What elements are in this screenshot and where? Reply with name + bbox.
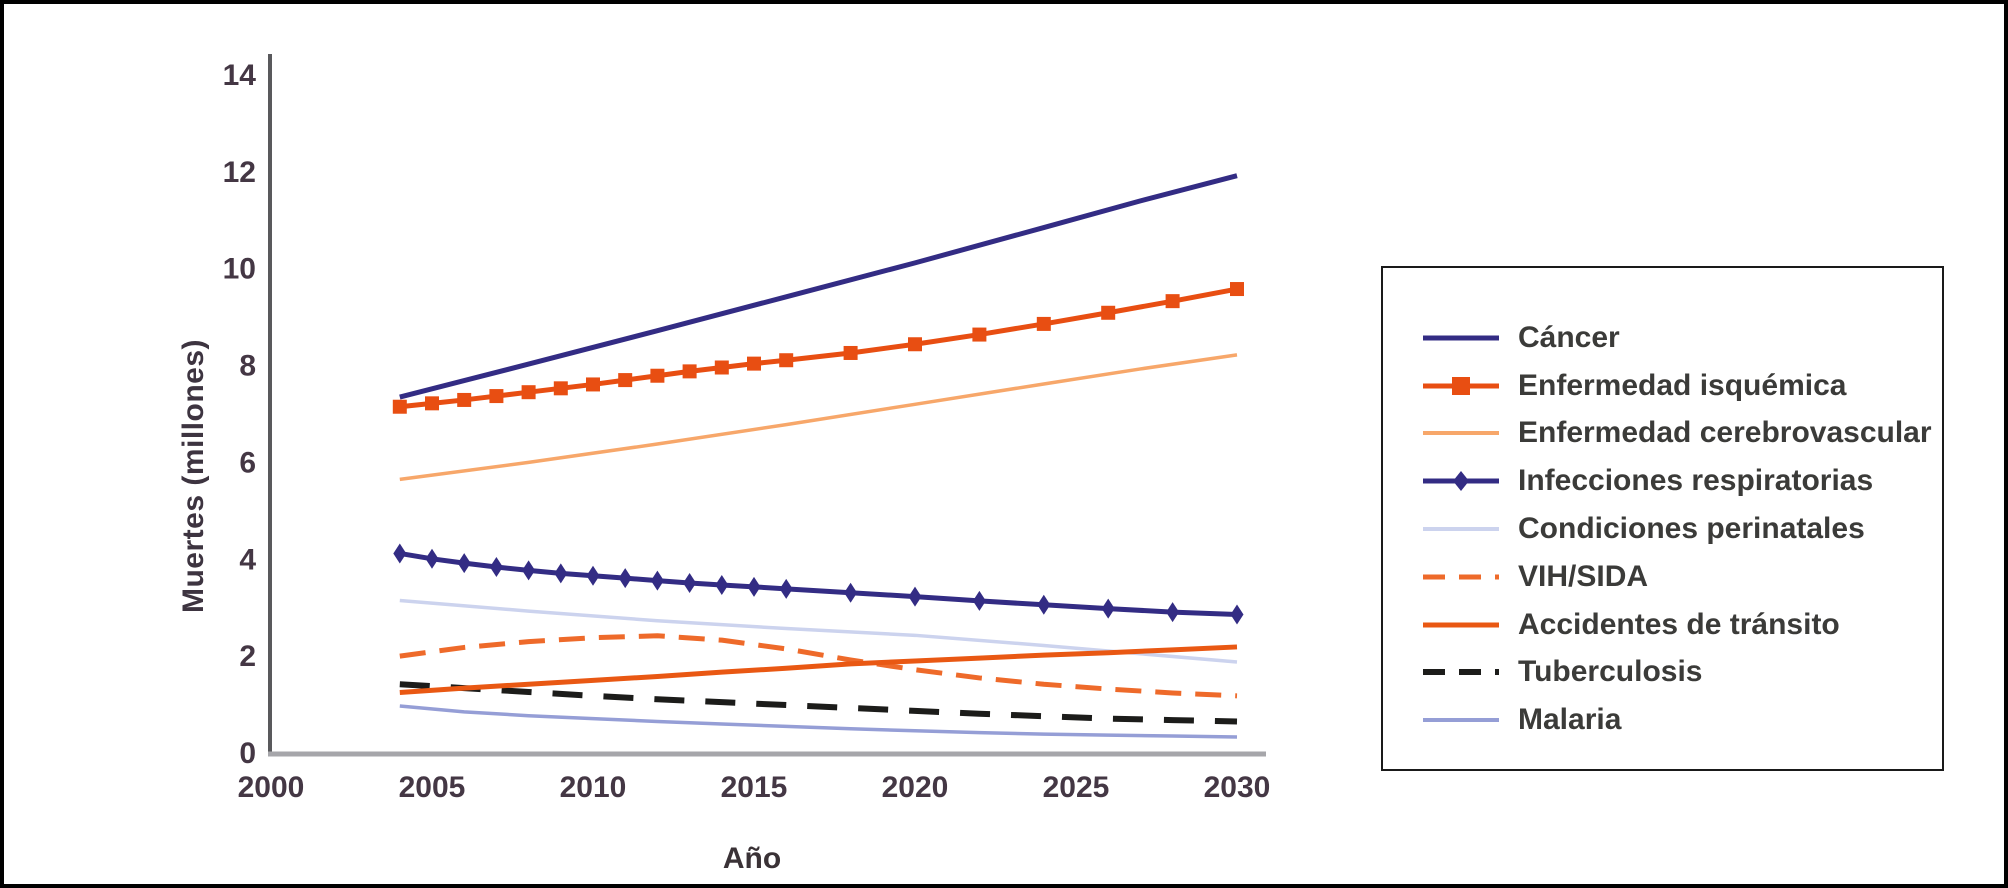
x-tick-label-2000: 2000 (238, 771, 305, 804)
accidentes-de-transito-line-icon (1423, 622, 1499, 628)
series-marker-enfermedad-isquemica (714, 360, 729, 375)
x-tick-label-2020: 2020 (882, 771, 949, 804)
series-marker-infecciones-respiratorias (586, 565, 600, 586)
series-marker-enfermedad-isquemica (425, 396, 439, 411)
series-marker-enfermedad-isquemica (521, 385, 536, 400)
enfermedad-isquemica-line-icon (1423, 376, 1499, 395)
x-tick-label-2025: 2025 (1043, 771, 1110, 804)
series-marker-enfermedad-isquemica (457, 392, 472, 407)
series-marker-infecciones-respiratorias (457, 553, 471, 574)
legend-item-accidentes-de-transito: Accidentes de tránsito (1383, 601, 1942, 649)
series-marker-enfermedad-isquemica (650, 368, 665, 383)
legend-label: Malaria (1518, 703, 1622, 737)
legend-label: Tuberculosis (1518, 655, 1703, 689)
y-tick-label-0: 0 (239, 737, 256, 770)
series-marker-enfermedad-isquemica (1165, 294, 1180, 309)
series-marker-enfermedad-isquemica (489, 389, 504, 404)
series-marker-infecciones-respiratorias (1230, 604, 1244, 625)
malaria-line-icon (1423, 718, 1499, 723)
series-marker-infecciones-respiratorias (972, 590, 986, 611)
y-tick-label-8: 8 (239, 350, 256, 383)
y-tick-label-14: 14 (223, 59, 257, 92)
legend-item-cancer: Cáncer (1383, 314, 1942, 362)
legend-label: Enfermedad isquémica (1518, 368, 1847, 402)
series-marker-infecciones-respiratorias (393, 543, 407, 564)
x-tick-label-2015: 2015 (721, 771, 788, 804)
y-tick-label-6: 6 (239, 446, 256, 479)
series-marker-infecciones-respiratorias (715, 574, 729, 595)
series-marker-enfermedad-isquemica (1036, 316, 1051, 331)
legend-label: Condiciones perinatales (1518, 512, 1865, 546)
series-marker-infecciones-respiratorias (1166, 602, 1180, 623)
legend-label: Enfermedad cerebrovascular (1518, 416, 1932, 450)
series-marker-enfermedad-isquemica (618, 373, 633, 388)
series-marker-infecciones-respiratorias (489, 557, 503, 578)
series-marker-enfermedad-isquemica (779, 353, 794, 368)
series-marker-infecciones-respiratorias (779, 578, 793, 599)
legend-item-enfermedad-isquemica: Enfermedad isquémica (1383, 362, 1942, 410)
enfermedad-cerebrovascular-line-icon (1423, 431, 1499, 436)
legend-item-vih-sida: VIH/SIDA (1383, 553, 1942, 601)
series-marker-enfermedad-isquemica (1230, 282, 1244, 297)
legend-item-enfermedad-cerebrovascular: Enfermedad cerebrovascular (1383, 410, 1942, 458)
y-axis-title: Muertes (millones) (177, 338, 210, 614)
series-marker-enfermedad-isquemica (682, 364, 697, 379)
series-marker-enfermedad-isquemica (747, 356, 761, 371)
series-marker-infecciones-respiratorias (650, 570, 664, 591)
legend-label: VIH/SIDA (1518, 559, 1649, 593)
series-marker-infecciones-respiratorias (425, 548, 439, 569)
series-line-tuberculosis (399, 681, 1238, 725)
infecciones-respiratorias-line-icon (1423, 471, 1499, 492)
series-marker-infecciones-respiratorias (618, 568, 632, 589)
series-line-vih-sida (399, 633, 1238, 699)
x-tick-label-2005: 2005 (399, 771, 466, 804)
series-marker-enfermedad-isquemica (586, 377, 600, 392)
condiciones-perinatales-line-icon (1423, 527, 1499, 532)
legend-label: Cáncer (1518, 320, 1620, 354)
series-marker-infecciones-respiratorias (747, 576, 761, 597)
x-tick-label-2030: 2030 (1204, 771, 1271, 804)
x-tick-label-2010: 2010 (560, 771, 627, 804)
y-tick-label-4: 4 (239, 543, 256, 576)
series-marker-enfermedad-isquemica (1101, 305, 1116, 320)
series-marker-enfermedad-isquemica (843, 345, 858, 360)
legend-label: Infecciones respiratorias (1518, 464, 1874, 498)
legend-item-condiciones-perinatales: Condiciones perinatales (1383, 505, 1942, 553)
legend-item-tuberculosis: Tuberculosis (1383, 649, 1942, 697)
series-marker-enfermedad-isquemica (972, 327, 987, 342)
series-marker-infecciones-respiratorias (908, 586, 922, 607)
series-line-malaria (399, 704, 1238, 739)
chart-canvas: 0 2 4 6 8 10 12 14 2000 2005 2010 2015 2020 2025 2030 (223, 54, 1271, 804)
series-marker-enfermedad-isquemica (553, 381, 568, 396)
series-line-cancer (399, 173, 1238, 400)
legend: Cáncer Enfermedad isquémica Enfermedad cer… (1381, 266, 1944, 771)
series-marker-infecciones-respiratorias (1037, 594, 1051, 615)
legend-label: Accidentes de tránsito (1518, 607, 1840, 641)
series-marker-infecciones-respiratorias (683, 573, 697, 594)
y-tick-label-2: 2 (239, 640, 256, 673)
series-marker-infecciones-respiratorias (1101, 598, 1115, 619)
legend-item-malaria: Malaria (1383, 696, 1942, 744)
series-marker-infecciones-respiratorias (522, 560, 536, 581)
series-marker-enfermedad-isquemica (908, 337, 922, 352)
series-line-accidentes-de-transito (399, 644, 1238, 695)
tuberculosis-line-icon (1423, 669, 1499, 676)
x-axis-title: Año (722, 842, 782, 875)
legend-item-infecciones-respiratorias: Infecciones respiratorias (1383, 457, 1942, 505)
vih-sida-line-icon (1423, 574, 1499, 580)
y-tick-label-10: 10 (223, 253, 256, 286)
y-tick-label-12: 12 (223, 156, 256, 189)
series-marker-infecciones-respiratorias (554, 563, 568, 584)
series-line-enfermedad-cerebrovascular (399, 353, 1238, 482)
series-marker-infecciones-respiratorias (844, 582, 858, 603)
series-marker-enfermedad-isquemica (392, 399, 407, 414)
cancer-line-icon (1423, 335, 1499, 341)
